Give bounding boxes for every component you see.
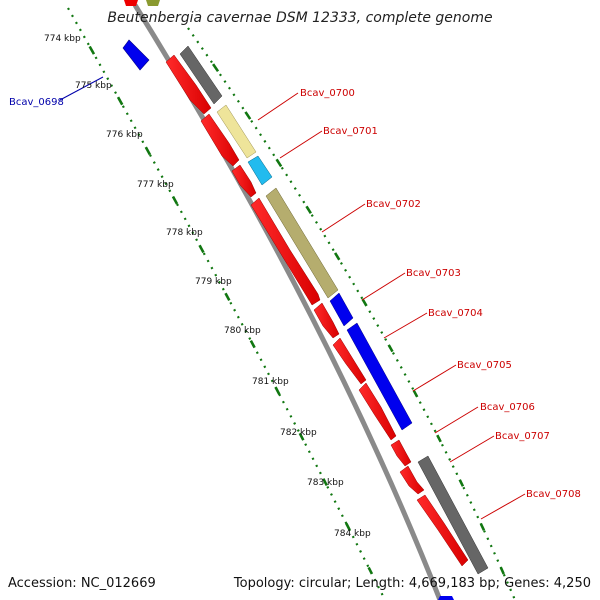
ruler-label: 780 kbp [224, 326, 261, 336]
ruler-label: 777 kbp [137, 180, 174, 190]
ruler-tick-outer [116, 96, 124, 106]
gene-partial-top-olive[interactable] [146, 0, 160, 6]
gene-blue-block-bottom[interactable] [438, 596, 454, 600]
ruler-tick-inner [499, 566, 505, 575]
gene-grey-block[interactable] [417, 455, 489, 575]
ruler-label: 783 kbp [307, 478, 344, 488]
ruler-labels: 774 kbp 775 kbp 776 kbp 777 kbp 778 kbp … [44, 34, 371, 539]
gene-label-bcav-0705[interactable]: Bcav_0705 [457, 360, 512, 371]
accession-text: Accession: NC_012669 [8, 576, 156, 591]
ruler-tick-outer [367, 566, 374, 575]
ruler-tick-inner [436, 434, 442, 443]
cds-block[interactable] [250, 197, 321, 306]
ruler-tick-inner [412, 389, 419, 398]
gene-cyan-block[interactable] [247, 155, 273, 186]
gene-label-bcav-0703[interactable]: Bcav_0703 [406, 268, 461, 279]
ruler-tick-outer [298, 432, 305, 441]
cds-block[interactable] [313, 302, 340, 339]
ruler-tick-outer [198, 244, 205, 254]
ruler-major-ticks [88, 45, 505, 575]
gene-leader-lines [257, 92, 526, 520]
ruler-tick-outer [224, 292, 231, 301]
ruler-label: 778 kbp [166, 228, 203, 238]
gene-grey-block[interactable] [179, 45, 223, 105]
cds-block[interactable] [231, 164, 257, 198]
map-title: Beutenbergia cavernae DSM 12333, complet… [107, 10, 492, 26]
ruler-tick-outer [171, 195, 179, 205]
cds-track-forward [165, 54, 469, 567]
ruler-label: 784 kbp [334, 529, 371, 539]
gene-blue-block-short[interactable] [329, 292, 354, 327]
gene-partial-top-red[interactable] [124, 0, 138, 6]
gene-leader-line-bcav-0698 [59, 76, 104, 101]
gene-label-bcav-0698[interactable]: Bcav_0698 [9, 97, 64, 108]
ruler-label: 782 kbp [280, 428, 317, 438]
genome-backbone-outer [132, 3, 443, 600]
ruler-tick-inner [305, 205, 312, 215]
gene-label-bcav-0707[interactable]: Bcav_0707 [495, 431, 550, 442]
ruler-label: 775 kbp [75, 81, 112, 91]
ruler-tick-outer [88, 45, 96, 55]
cds-block[interactable] [358, 382, 397, 441]
gene-label-bcav-0704[interactable]: Bcav_0704 [428, 308, 483, 319]
gene-bcav-0698[interactable] [122, 39, 150, 71]
ruler-tick-inner [212, 63, 220, 73]
gene-label-bcav-0708[interactable]: Bcav_0708 [526, 489, 581, 500]
gene-label-bcav-0700[interactable]: Bcav_0700 [300, 88, 355, 99]
cds-block[interactable] [165, 54, 212, 115]
cds-block[interactable] [390, 439, 412, 467]
ruler-tick-outer [345, 522, 351, 531]
gene-track-forward [179, 45, 489, 600]
ruler-label: 779 kbp [195, 277, 232, 287]
ruler-track-outer [67, 7, 386, 600]
gene-olive-block[interactable] [265, 187, 339, 299]
gene-label-bcav-0706[interactable]: Bcav_0706 [480, 402, 535, 413]
ruler-tick-inner [479, 523, 486, 531]
ruler-tick-inner [275, 158, 283, 168]
ruler-tick-inner [458, 479, 465, 487]
ruler-tick-inner [387, 344, 394, 353]
ruler-label: 781 kbp [252, 377, 289, 387]
ruler-tick-inner [361, 298, 368, 307]
genome-summary-text: Topology: circular; Length: 4,669,183 bp… [233, 576, 591, 591]
cds-block[interactable] [399, 465, 425, 495]
ruler-tick-outer [249, 339, 256, 349]
gene-label-bcav-0701[interactable]: Bcav_0701 [323, 126, 378, 137]
gene-yellow-block[interactable] [216, 104, 257, 159]
ruler-tick-inner [333, 252, 341, 261]
cds-block[interactable] [200, 113, 240, 167]
gene-label-bcav-0702[interactable]: Bcav_0702 [366, 199, 421, 210]
ruler-tick-outer [274, 386, 281, 395]
cds-block[interactable] [332, 337, 367, 385]
ruler-tick-outer [144, 146, 152, 156]
ruler-label: 776 kbp [106, 130, 143, 140]
gene-labels: Bcav_0698 Bcav_0700 Bcav_0701 Bcav_0702 … [9, 88, 581, 500]
gene-blue-block-long[interactable] [346, 322, 413, 431]
ruler-label: 774 kbp [44, 34, 81, 44]
cds-block[interactable] [416, 494, 469, 567]
ruler-tick-inner [244, 111, 252, 120]
ruler-tick-outer [322, 478, 328, 487]
